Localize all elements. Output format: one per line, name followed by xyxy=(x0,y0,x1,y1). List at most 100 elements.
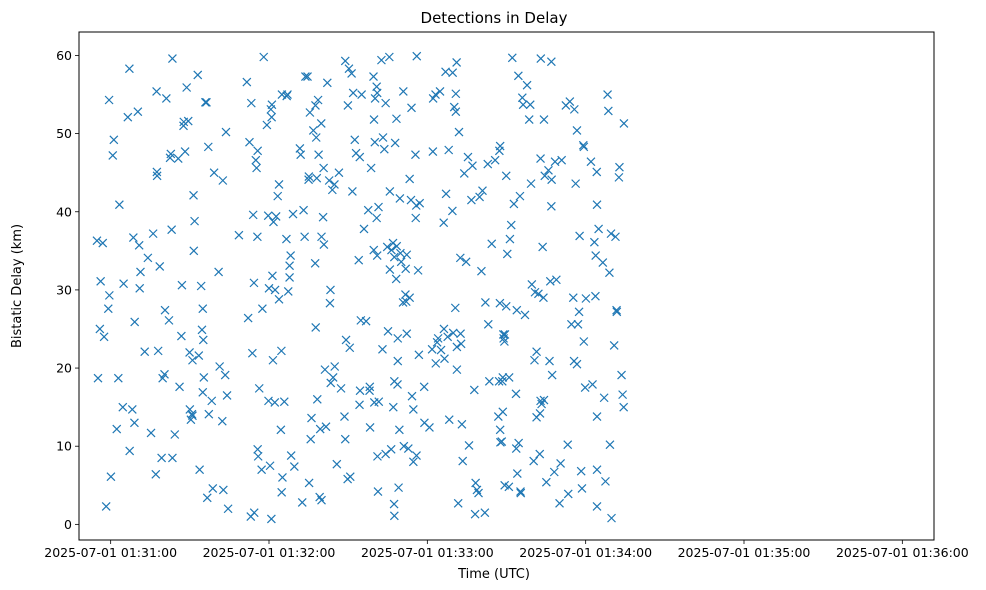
data-point xyxy=(499,337,509,346)
data-point xyxy=(428,94,438,103)
data-point xyxy=(431,358,441,368)
data-point xyxy=(569,104,579,114)
data-point xyxy=(433,333,443,343)
data-point xyxy=(603,90,612,99)
data-point xyxy=(96,276,106,286)
data-point xyxy=(134,240,144,250)
data-point xyxy=(113,373,123,383)
data-point xyxy=(296,150,306,160)
data-point xyxy=(581,294,591,303)
data-point xyxy=(598,258,608,267)
data-point xyxy=(324,176,334,185)
data-point xyxy=(320,365,330,375)
x-tick-label: 2025-07-01 01:33:00 xyxy=(361,545,494,560)
data-point xyxy=(203,142,213,152)
data-point xyxy=(359,224,369,234)
data-point xyxy=(563,440,573,450)
data-point xyxy=(221,127,231,137)
data-point xyxy=(520,310,530,320)
data-point xyxy=(440,354,449,364)
data-point xyxy=(501,171,511,181)
data-point xyxy=(527,280,537,289)
data-point xyxy=(455,253,465,263)
data-point xyxy=(518,100,528,110)
data-point xyxy=(395,194,405,203)
data-point xyxy=(245,137,254,147)
data-point xyxy=(387,245,396,255)
data-point xyxy=(361,316,371,326)
data-point xyxy=(475,192,485,202)
data-point xyxy=(326,378,336,388)
data-point xyxy=(366,163,376,173)
data-point xyxy=(104,290,114,300)
data-point xyxy=(579,142,589,152)
data-point xyxy=(311,322,321,332)
data-point xyxy=(308,126,318,135)
data-point xyxy=(330,362,340,371)
data-point xyxy=(405,174,415,184)
data-point xyxy=(556,458,566,468)
data-point xyxy=(411,150,420,160)
data-point xyxy=(127,405,137,414)
data-point xyxy=(157,453,167,463)
data-point xyxy=(539,293,548,303)
data-point xyxy=(288,209,298,219)
y-tick-label: 40 xyxy=(56,204,72,219)
data-point xyxy=(341,335,351,345)
data-point xyxy=(398,297,408,307)
data-point xyxy=(592,200,602,210)
data-point xyxy=(251,155,261,165)
data-point xyxy=(310,258,320,268)
data-point xyxy=(480,297,490,307)
data-point xyxy=(452,365,462,375)
data-point xyxy=(611,232,620,242)
data-point xyxy=(128,233,138,242)
data-point xyxy=(108,151,118,160)
data-point xyxy=(182,83,192,92)
data-point xyxy=(592,501,602,511)
plot-frame xyxy=(78,31,935,541)
data-point xyxy=(365,423,375,432)
data-point xyxy=(373,487,383,496)
data-point xyxy=(218,176,228,185)
data-point xyxy=(283,287,293,296)
data-point xyxy=(512,305,522,315)
data-point xyxy=(270,398,280,407)
data-point xyxy=(385,187,395,196)
data-point xyxy=(249,508,259,518)
data-point xyxy=(450,303,460,313)
data-point xyxy=(393,333,403,343)
data-point xyxy=(456,329,466,339)
data-point xyxy=(391,274,401,284)
data-point xyxy=(348,88,358,98)
data-point xyxy=(164,315,174,325)
data-point xyxy=(378,344,387,354)
data-point xyxy=(535,408,545,418)
data-point xyxy=(278,473,287,482)
data-point xyxy=(546,201,556,211)
data-point xyxy=(274,294,284,304)
data-point xyxy=(279,397,289,407)
data-point xyxy=(176,331,186,341)
data-point xyxy=(312,394,322,404)
data-point xyxy=(532,347,542,357)
data-point xyxy=(452,58,462,67)
data-point xyxy=(448,68,458,78)
data-point xyxy=(112,424,122,434)
data-point xyxy=(187,409,197,419)
data-point xyxy=(451,107,461,117)
data-point xyxy=(198,335,208,345)
data-point xyxy=(268,355,278,365)
data-point xyxy=(343,101,353,110)
y-tick-label: 60 xyxy=(56,48,72,63)
data-point xyxy=(441,67,450,77)
data-point xyxy=(412,451,421,461)
data-point xyxy=(276,425,286,435)
data-point xyxy=(92,236,102,246)
data-point xyxy=(604,268,614,278)
data-point xyxy=(511,389,521,399)
data-point xyxy=(369,72,378,81)
x-tick-label: 2025-07-01 01:32:00 xyxy=(203,545,336,560)
data-point xyxy=(384,52,394,62)
data-point xyxy=(372,88,382,98)
